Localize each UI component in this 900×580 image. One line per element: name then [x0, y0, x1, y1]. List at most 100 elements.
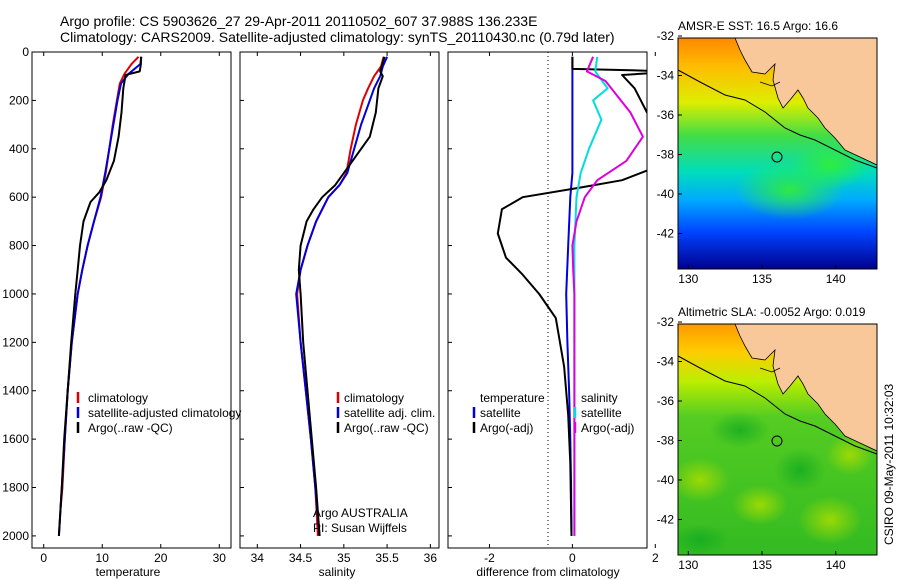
series-line-climatology [296, 56, 385, 536]
salinity-axes: 34 34.5 35 35.5 36 [240, 51, 438, 565]
series-line-argo-adj- [571, 56, 644, 536]
sst-map-frame [677, 37, 878, 270]
x-tick-label: 34.5 [289, 551, 313, 565]
difference-axes: -2 0 2 [448, 51, 659, 565]
x-tick-label: 10 [96, 551, 110, 565]
x-tick-label: 0 [40, 551, 47, 565]
series-line-argo-raw-qc- [297, 56, 386, 536]
land-mass [734, 38, 877, 166]
land-mass [734, 324, 877, 452]
sla-anomaly [710, 412, 770, 448]
sla-coast-line [678, 355, 877, 455]
legend-header-temperature: temperature [480, 391, 545, 405]
map-y-tick-label: -34 [657, 355, 675, 369]
y-tick-label: 1800 [2, 481, 29, 495]
map-y-tick-label: -38 [657, 147, 675, 161]
y-tick-label: 400 [9, 142, 29, 156]
x-tick-label: -2 [484, 551, 495, 565]
y-tick-label: 1400 [2, 384, 29, 398]
difference-legend: temperature salinity satellite Argo(-adj… [472, 391, 634, 435]
series-line-satellite-adjusted-climatology [57, 56, 143, 536]
map-y-tick-label: -32 [657, 315, 675, 329]
y-tick-label: 600 [9, 190, 29, 204]
argo-float-marker [771, 151, 783, 163]
legend-entry: satellite [480, 406, 521, 420]
legend-entry: Argo(..raw -QC) [88, 421, 173, 435]
argo-float-marker [771, 435, 783, 447]
sla-anomaly [678, 524, 730, 555]
legend-entry: climatology [88, 391, 148, 405]
map-y-tick-label: -40 [657, 473, 675, 487]
legend-entry: Argo(-adj) [480, 421, 533, 435]
salinity-legend: climatology satellite adj. clim. Argo(..… [336, 391, 435, 435]
x-tick-label: 0 [569, 551, 576, 565]
map-y-tick-label: -40 [657, 187, 675, 201]
map-x-tick-label: 130 [678, 272, 698, 286]
map-x-tick-label: 135 [752, 272, 772, 286]
map-y-tick-label: -36 [657, 394, 675, 408]
map-y-tick-label: -36 [657, 108, 675, 122]
temperature-axes: 0 10 20 30 0 200 400 600 800 1000 1200 1400 1600 1800… [2, 45, 226, 565]
x-tick-label: 20 [154, 551, 168, 565]
map-x-tick-label: 135 [752, 558, 772, 572]
sla-map [678, 324, 877, 555]
legend-entry: climatology [344, 391, 404, 405]
land-outline [759, 367, 781, 373]
salinity-panel-frame [239, 51, 440, 549]
figure-title-line1: Argo profile: CS 5903626_27 29-Apr-2011 … [60, 13, 537, 29]
series-line-argo-raw-qc- [57, 56, 142, 536]
sla-anomaly [732, 485, 788, 525]
sst-map-axes: 130 135 140 -32 -34 -36 -38 -40 -42 [657, 29, 846, 286]
x-tick-label: 35.5 [375, 551, 399, 565]
y-tick-label: 2000 [2, 529, 29, 543]
x-tick-label: 2 [652, 551, 659, 565]
map-y-tick-label: -32 [657, 29, 675, 43]
legend-entry: satellite adj. clim. [344, 406, 435, 420]
series-line-climatology [59, 56, 140, 507]
sla-anomaly [774, 448, 826, 492]
temperature-legend: climatology satellite-adjusted climatolo… [76, 391, 241, 435]
legend-entry: Argo(..raw -QC) [344, 421, 429, 435]
series-line-satellite-adj-clim- [295, 56, 389, 536]
y-tick-label: 800 [9, 239, 29, 253]
map-x-tick-label: 140 [826, 558, 846, 572]
sst-coast-line [678, 69, 877, 169]
temperature-profile-lines [57, 56, 143, 536]
figure-title-line2: Climatology: CARS2009. Satellite-adjuste… [60, 29, 615, 45]
x-tick-label: 34 [251, 551, 265, 565]
sla-map-frame [677, 323, 878, 556]
pi-label: PI: Susan Wijffels [313, 521, 407, 535]
difference-profile-lines [496, 56, 647, 536]
land-outline [759, 81, 781, 87]
map-x-tick-label: 130 [678, 558, 698, 572]
legend-header-salinity: salinity [581, 391, 618, 405]
difference-axis-label: difference from climatology [476, 565, 619, 579]
sst-map-title: AMSR-E SST: 16.5 Argo: 16.6 [678, 19, 838, 33]
legend-entry: satellite [581, 406, 622, 420]
map-y-tick-label: -34 [657, 69, 675, 83]
map-x-tick-label: 140 [826, 272, 846, 286]
legend-entry: satellite-adjusted climatology [88, 406, 241, 420]
y-tick-label: 1600 [2, 432, 29, 446]
legend-entry: Argo(-adj) [581, 421, 634, 435]
y-tick-label: 1000 [2, 287, 29, 301]
argo-australia-label: Argo AUSTRALIA [313, 506, 408, 520]
series-line-satellite [565, 56, 574, 536]
sla-map-axes: 130 135 140 -32 -34 -36 -38 -40 -42 [657, 315, 846, 572]
salinity-axis-label: salinity [319, 565, 356, 579]
temperature-panel-frame [31, 51, 232, 549]
y-tick-label: 200 [9, 93, 29, 107]
sla-map-title: Altimetric SLA: -0.0052 Argo: 0.019 [678, 305, 866, 319]
csiro-timestamp: CSIRO 09-May-2011 10:32:03 [882, 383, 896, 545]
temperature-axis-label: temperature [96, 565, 161, 579]
sst-map [678, 38, 877, 269]
series-line-satellite [573, 56, 609, 536]
x-tick-label: 35 [337, 551, 351, 565]
x-tick-label: 36 [424, 551, 438, 565]
map-y-tick-label: -42 [657, 512, 675, 526]
sla-anomaly [678, 458, 730, 502]
sla-anomaly [826, 435, 874, 475]
series-line-argo-adj- [496, 56, 647, 536]
x-tick-label: 30 [213, 551, 227, 565]
